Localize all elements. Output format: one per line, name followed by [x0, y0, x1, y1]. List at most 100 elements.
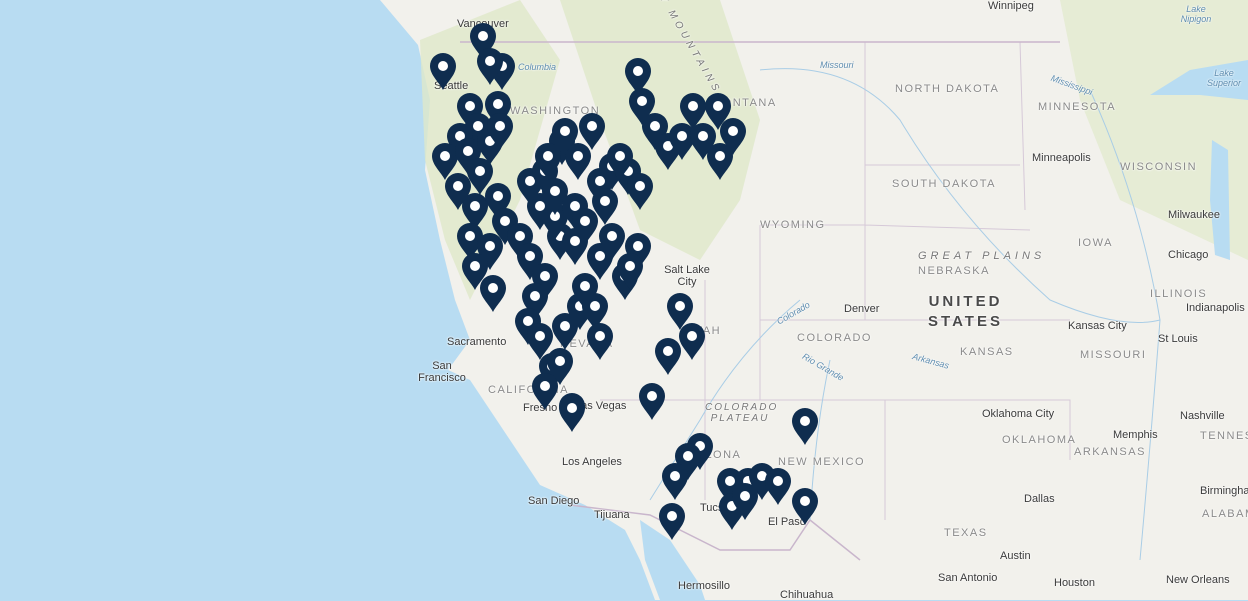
city-label: Las Vegas — [575, 400, 627, 412]
map-pin-icon[interactable] — [571, 207, 599, 245]
map-pin-icon[interactable] — [764, 467, 792, 505]
lake-superior — [1150, 60, 1248, 100]
map-pin-icon[interactable] — [674, 442, 702, 480]
map-pin-icon[interactable] — [586, 242, 614, 280]
map-pin-icon[interactable] — [429, 52, 457, 90]
map-pin-icon[interactable] — [454, 137, 482, 175]
map-pin-icon[interactable] — [476, 232, 504, 270]
city-label: San Antonio — [938, 572, 998, 584]
map-pin-icon[interactable] — [461, 192, 489, 230]
map-pin-icon[interactable] — [456, 222, 484, 260]
map-pin-icon[interactable] — [626, 172, 654, 210]
map-pin-icon[interactable] — [731, 482, 759, 520]
map-pin-icon[interactable] — [571, 272, 599, 310]
map-pin-icon[interactable] — [521, 282, 549, 320]
city-label: San Diego — [528, 495, 580, 507]
land — [380, 0, 1248, 600]
map-pin-icon[interactable] — [679, 92, 707, 130]
mexico-border — [569, 504, 861, 561]
map-pin-icon[interactable] — [624, 57, 652, 95]
map-pin-icon[interactable] — [486, 112, 514, 150]
map-pin-icon[interactable] — [526, 322, 554, 360]
map-pin-icon[interactable] — [638, 382, 666, 420]
city-label: Hermosillo — [678, 580, 730, 592]
city-label: New Orleans — [1166, 574, 1230, 586]
city-label: San Francisco — [418, 360, 466, 384]
map-pin-icon[interactable] — [606, 142, 634, 180]
river-colorado — [649, 299, 801, 501]
map-pin-icon[interactable] — [514, 307, 542, 345]
map-pin-icon[interactable] — [704, 92, 732, 130]
map-pin-icon[interactable] — [578, 112, 606, 150]
state-label: ILLINOIS — [1150, 288, 1208, 300]
map-pin-icon[interactable] — [546, 347, 574, 385]
map-pin-icon[interactable] — [624, 232, 652, 270]
city-label: St Louis — [1158, 333, 1198, 345]
map-pin-icon[interactable] — [678, 322, 706, 360]
map-pin-icon[interactable] — [534, 142, 562, 180]
river-missouri — [759, 68, 1161, 323]
map-pin-icon[interactable] — [591, 187, 619, 225]
map-pin-icon[interactable] — [506, 222, 534, 260]
map-pin-icon[interactable] — [628, 87, 656, 125]
map-pin-icon[interactable] — [791, 487, 819, 525]
city-label: Chihuahua — [780, 589, 834, 601]
map-pin-icon[interactable] — [598, 222, 626, 260]
map-pin-icon[interactable] — [564, 142, 592, 180]
map-pin-icon[interactable] — [461, 252, 489, 290]
state-label: MINNESOTA — [1038, 101, 1117, 113]
map-pin-icon[interactable] — [658, 502, 686, 540]
city-label: Houston — [1054, 577, 1095, 589]
map-pin-icon[interactable] — [466, 157, 494, 195]
map-pin-icon[interactable] — [791, 407, 819, 445]
river-label: Missouri — [820, 60, 854, 70]
map-pin-icon[interactable] — [558, 394, 586, 432]
region-label: COLORADO PLATEAU — [705, 402, 779, 424]
country-label: UNITED STATES — [928, 293, 1003, 330]
map-pin-icon[interactable] — [661, 462, 689, 500]
map-pin-icon[interactable] — [456, 92, 484, 130]
city-label: El Paso — [768, 516, 806, 528]
city-label: Dallas — [1024, 493, 1055, 505]
map-pin-icon[interactable] — [551, 117, 579, 155]
map-pin-icon[interactable] — [491, 207, 519, 245]
city-label: Minneapolis — [1032, 152, 1091, 164]
state-label: OKLAHOMA — [1002, 434, 1077, 446]
map-pin-icon[interactable] — [479, 274, 507, 312]
city-label: Sacramento — [447, 336, 507, 348]
map-pin-icon[interactable] — [531, 372, 559, 410]
map-pin-icon[interactable] — [616, 252, 644, 290]
map-pin-icon[interactable] — [666, 292, 694, 330]
state-label: NEBRASKA — [918, 265, 990, 277]
city-label: Oklahoma City — [982, 408, 1055, 420]
map-pin-icon[interactable] — [484, 90, 512, 128]
city-label: Winnipeg — [988, 0, 1034, 12]
state-label: WASHINGTON — [510, 105, 601, 117]
map-pin-icon[interactable] — [706, 142, 734, 180]
map-pin-icon[interactable] — [476, 47, 504, 85]
map-pin-icon[interactable] — [464, 112, 492, 150]
map-pin-icon[interactable] — [586, 322, 614, 360]
state-label: ARKANSAS — [1074, 446, 1146, 458]
map-pin-icon[interactable] — [484, 182, 512, 220]
map-pin-icon[interactable] — [668, 122, 696, 160]
map-pin-icon[interactable] — [541, 177, 569, 215]
map-pin-icon[interactable] — [469, 22, 497, 60]
map-pin-icon[interactable] — [654, 337, 682, 375]
map-pin-icon[interactable] — [431, 142, 459, 180]
map-pin-icon[interactable] — [551, 312, 579, 350]
map-pin-icon[interactable] — [561, 192, 589, 230]
map-pin-icon[interactable] — [719, 117, 747, 155]
lake-michigan — [1210, 140, 1230, 260]
city-label: Milwaukee — [1168, 209, 1220, 221]
map-pin-icon[interactable] — [516, 242, 544, 280]
map-pin-icon[interactable] — [531, 262, 559, 300]
map-pin-icon[interactable] — [641, 112, 669, 150]
state-label: KANSAS — [960, 346, 1014, 358]
city-label: Indianapolis — [1186, 302, 1245, 314]
map-pin-icon[interactable] — [444, 172, 472, 210]
city-label: Austin — [1000, 550, 1031, 562]
map-pin-icon[interactable] — [689, 122, 717, 160]
